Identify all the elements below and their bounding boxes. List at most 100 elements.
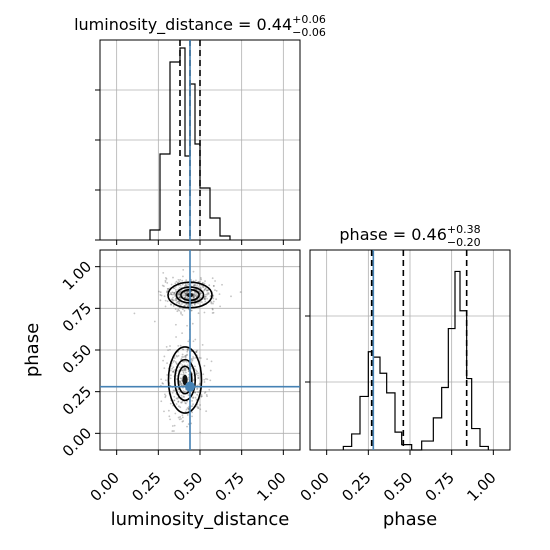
- sample-point: [197, 372, 200, 375]
- sample-point: [179, 383, 182, 386]
- sample-point: [182, 348, 184, 351]
- sample-point: [172, 296, 174, 299]
- sample-point: [183, 291, 186, 294]
- sample-point: [159, 299, 162, 302]
- sample-point: [195, 294, 197, 297]
- sample-point: [180, 377, 183, 380]
- sample-point: [202, 286, 205, 289]
- sample-point: [164, 379, 167, 382]
- sample-point: [174, 288, 177, 291]
- sample-point: [196, 388, 198, 390]
- sample-point: [179, 291, 181, 294]
- sample-point: [186, 348, 189, 351]
- sample-point: [179, 416, 182, 418]
- sample-point: [181, 353, 184, 356]
- sample-point: [172, 276, 174, 279]
- sample-point: [203, 378, 206, 381]
- sample-point: [171, 291, 174, 294]
- sample-point: [176, 397, 179, 400]
- sample-point: [182, 395, 185, 398]
- x-tick-label: 0.75: [212, 469, 248, 505]
- sample-point: [180, 304, 182, 307]
- sample-point: [186, 349, 189, 352]
- sample-point: [199, 286, 202, 289]
- sample-point: [200, 301, 203, 304]
- sample-point: [203, 297, 206, 299]
- sample-point: [215, 289, 218, 292]
- x-tick-labels: 0.00 0.25 0.50 0.75 1.00: [297, 469, 500, 505]
- sample-point: [196, 387, 199, 390]
- sample-point: [165, 346, 168, 348]
- sample-point: [177, 293, 180, 296]
- sample-point: [171, 425, 174, 427]
- sample-point: [184, 410, 187, 413]
- sample-point: [185, 371, 187, 374]
- sample-point: [178, 293, 181, 295]
- sample-point: [191, 322, 194, 325]
- x-tick-label: 0.25: [128, 469, 164, 505]
- sample-point: [199, 292, 202, 295]
- sample-point: [202, 285, 205, 288]
- sample-point: [186, 414, 189, 416]
- sample-point: [177, 292, 180, 295]
- sample-point: [183, 305, 186, 307]
- sample-point: [192, 340, 195, 343]
- sample-point: [191, 399, 193, 402]
- sample-point: [166, 374, 169, 376]
- sample-point: [211, 308, 214, 311]
- sample-point: [162, 271, 165, 274]
- sample-point: [215, 298, 218, 301]
- sample-point: [183, 296, 186, 299]
- sample-point: [182, 371, 185, 373]
- marginal-title-text: luminosity_distance = 0.44: [74, 15, 292, 35]
- title-lower-error: −0.20: [447, 236, 481, 249]
- sample-point: [178, 296, 181, 299]
- sample-point: [169, 348, 171, 351]
- title-lower-error: −0.06: [292, 26, 326, 39]
- sample-point: [164, 395, 167, 397]
- sample-point: [187, 370, 190, 373]
- sample-point: [194, 356, 197, 359]
- density-core: [182, 374, 188, 386]
- sample-point: [180, 418, 182, 420]
- sample-point: [212, 302, 214, 305]
- sample-point: [205, 289, 208, 292]
- sample-point: [191, 405, 194, 408]
- sample-point: [203, 288, 206, 291]
- sample-point: [184, 356, 187, 359]
- sample-point: [211, 307, 214, 310]
- sample-point: [199, 408, 202, 411]
- sample-point: [192, 356, 195, 358]
- sample-point: [195, 350, 198, 353]
- sample-point: [206, 289, 208, 292]
- sample-point: [170, 293, 172, 296]
- sample-point: [183, 304, 186, 307]
- sample-point: [181, 314, 184, 316]
- sample-point: [181, 364, 184, 367]
- sample-point: [175, 299, 177, 301]
- sample-point: [166, 300, 169, 303]
- sample-point: [203, 289, 206, 291]
- sample-point: [173, 287, 176, 290]
- sample-point: [177, 300, 180, 303]
- sample-point: [206, 358, 208, 360]
- sample-point: [177, 279, 180, 281]
- sample-point: [192, 295, 195, 298]
- sample-point: [204, 287, 207, 289]
- sample-point: [200, 292, 202, 295]
- sample-point: [195, 372, 198, 375]
- sample-point: [195, 369, 198, 372]
- sample-point: [191, 415, 193, 418]
- sample-point: [163, 295, 166, 298]
- y-tick-labels: 0.00 0.25 0.50 0.75 1.00: [59, 257, 95, 460]
- sample-point: [182, 294, 185, 297]
- sample-point: [181, 356, 183, 358]
- sample-point: [185, 294, 187, 297]
- sample-point: [171, 430, 174, 432]
- sample-point: [192, 297, 195, 300]
- x-tick-label: 1.00: [463, 469, 499, 505]
- sample-point: [186, 290, 188, 293]
- sample-point: [178, 291, 181, 294]
- sample-point: [161, 382, 164, 384]
- sample-point: [179, 406, 182, 409]
